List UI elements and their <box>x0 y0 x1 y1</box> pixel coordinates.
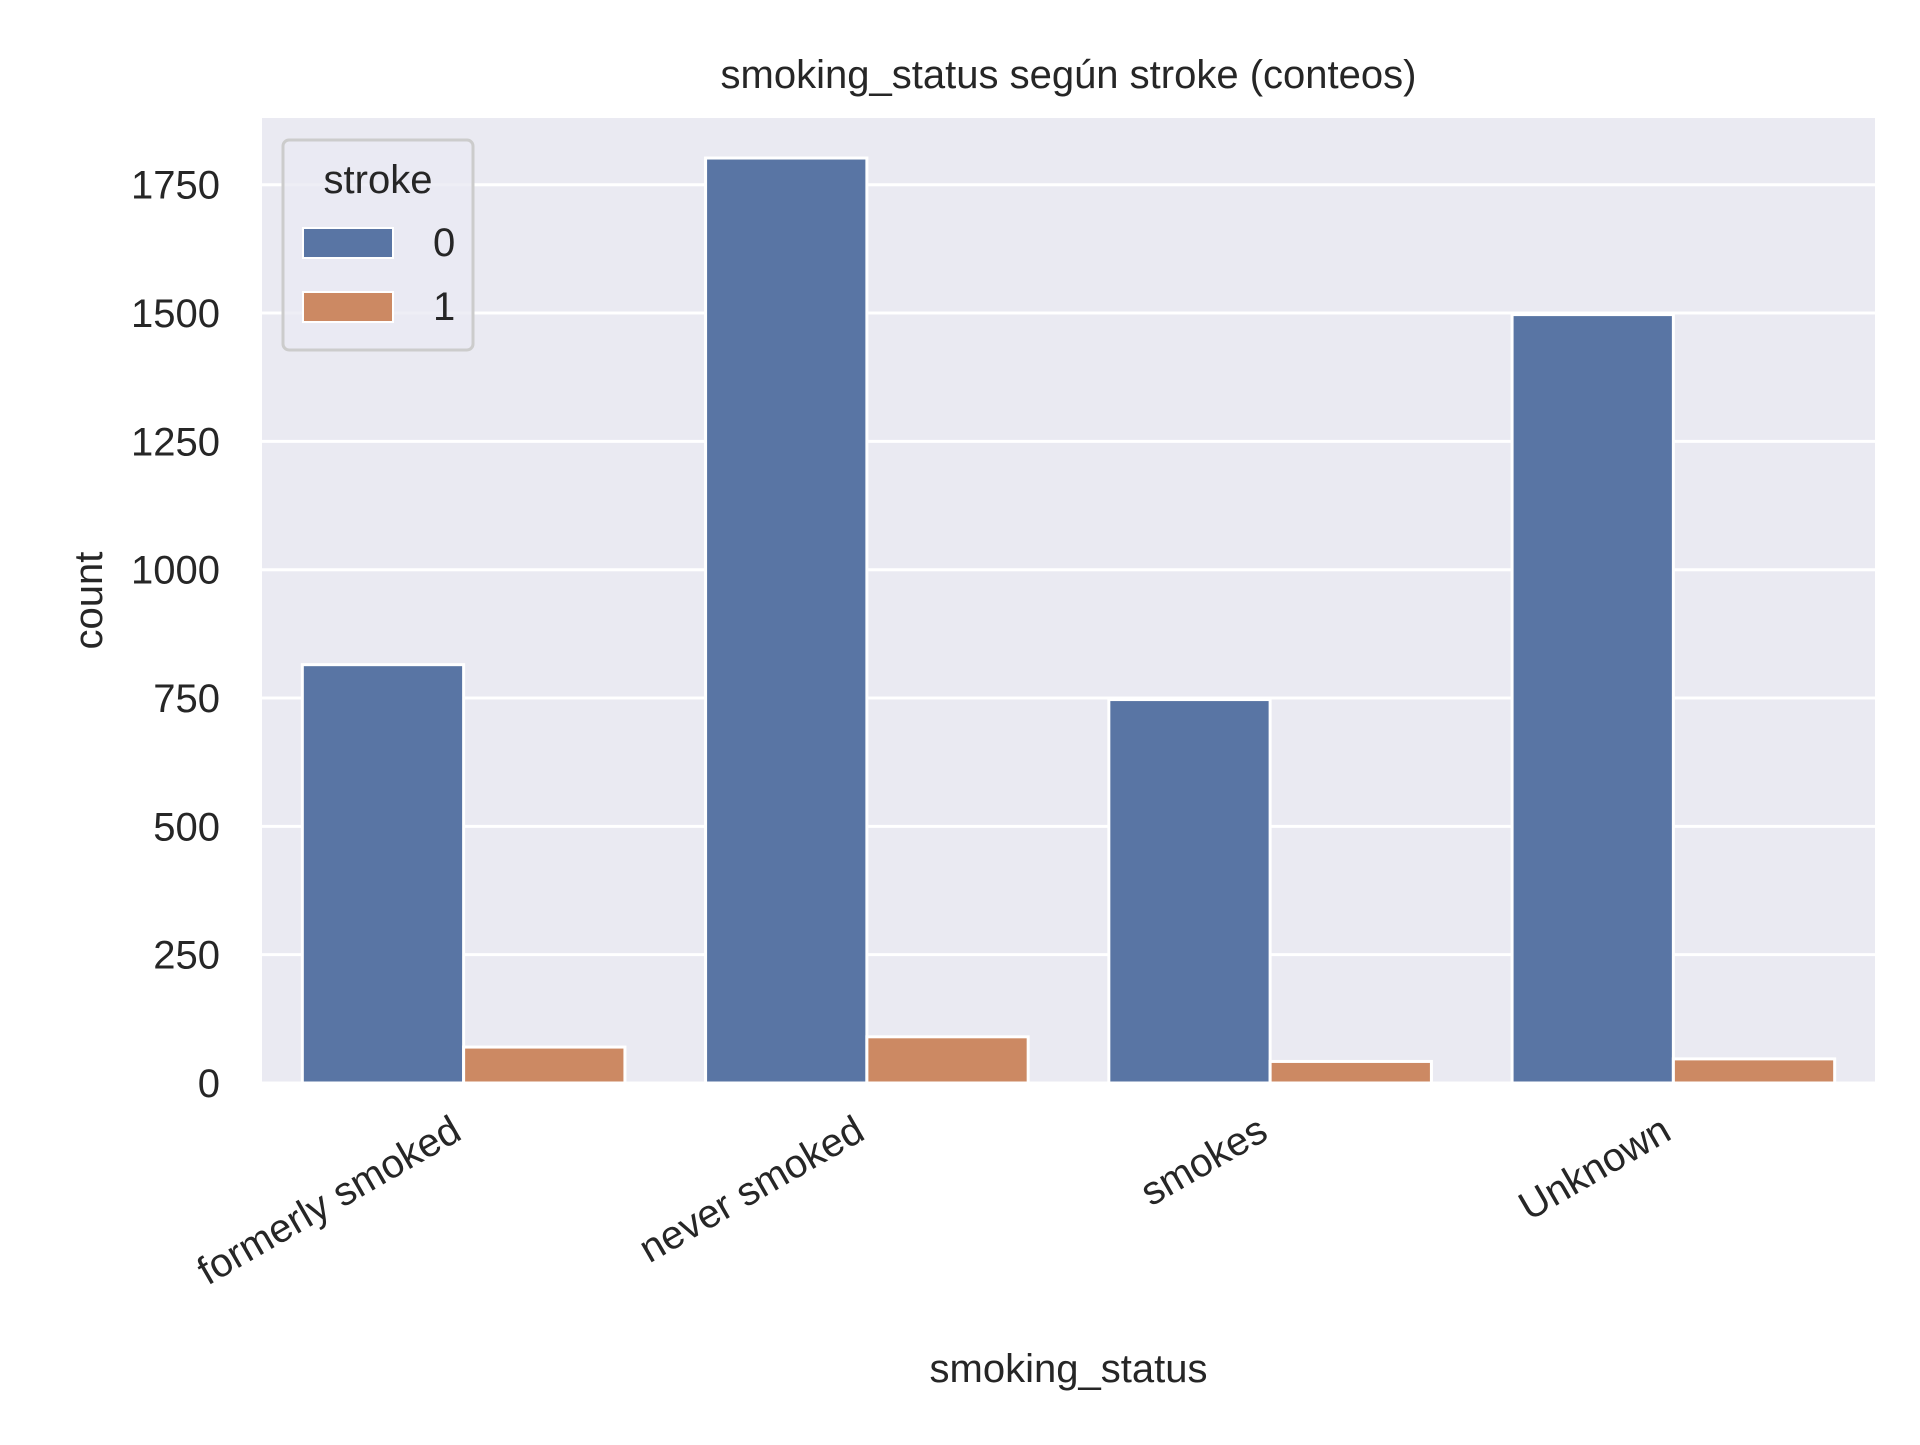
bar-unknown-stroke-1 <box>1671 1057 1837 1085</box>
x-tick-labels: formerly smoked never smoked smokes Unknown <box>190 1108 1678 1294</box>
bar-never-smoked-stroke-1 <box>865 1035 1030 1085</box>
legend-label-1: 1 <box>433 285 455 329</box>
x-tick-label: smokes <box>1133 1108 1274 1215</box>
y-tick-label: 1500 <box>131 292 220 336</box>
y-tick-label: 1250 <box>131 420 220 464</box>
bar-formerly-smoked-stroke-0 <box>300 663 466 1085</box>
legend-swatch-0 <box>302 227 394 259</box>
x-tick-label: never smoked <box>632 1108 872 1272</box>
y-tick-label: 500 <box>153 805 220 849</box>
y-tick-label: 1750 <box>131 164 220 208</box>
y-tick-labels: 0 250 500 750 1000 1250 1500 1750 <box>131 164 220 1106</box>
legend: stroke 01 <box>281 138 475 352</box>
chart-title: smoking_status según stroke (conteos) <box>721 53 1417 97</box>
bar-unknown-stroke-0 <box>1510 313 1675 1085</box>
bars <box>300 156 1837 1085</box>
bar-never-smoked-stroke-0 <box>704 156 869 1085</box>
legend-items: 01 <box>302 221 455 329</box>
x-tick-label: Unknown <box>1511 1108 1677 1229</box>
legend-label-0: 0 <box>433 221 455 265</box>
y-tick-label: 250 <box>153 934 220 978</box>
bar-smokes-stroke-1 <box>1268 1059 1433 1085</box>
y-tick-label: 750 <box>153 677 220 721</box>
x-tick-label: formerly smoked <box>190 1108 468 1294</box>
legend-swatch-1 <box>302 291 394 323</box>
y-tick-label: 0 <box>198 1062 220 1106</box>
x-axis-label: smoking_status <box>930 1347 1208 1391</box>
y-tick-label: 1000 <box>131 549 220 593</box>
bar-smokes-stroke-0 <box>1107 698 1272 1085</box>
y-axis-label: count <box>67 552 111 650</box>
legend-title: stroke <box>324 158 433 202</box>
bar-formerly-smoked-stroke-1 <box>462 1045 627 1085</box>
